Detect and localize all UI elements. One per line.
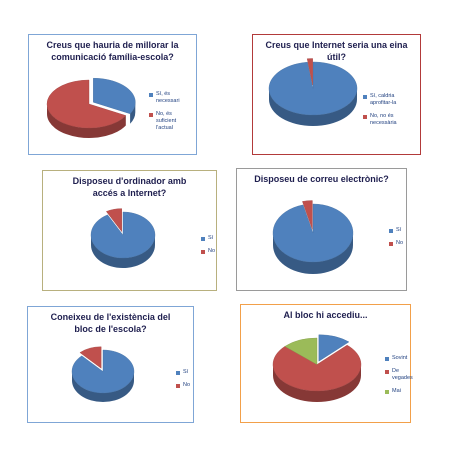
legend-item: No (201, 248, 216, 255)
legend-swatch (363, 94, 367, 99)
legend-swatch (201, 249, 205, 254)
chart-panel-correu-electronic: Disposeu de correu electrònic? Sí No (236, 168, 407, 291)
pie-slice-si (71, 349, 135, 402)
pie-slice-no-es-suficient-l-actual (46, 79, 127, 138)
legend-swatch (201, 236, 205, 241)
chart-title: Creus que hauria de millorar la comunica… (46, 40, 179, 62)
chart-panel-internet-util: Creus que Internet seria una eina útil? S… (252, 34, 421, 155)
legend-item: Mai (385, 388, 406, 395)
legend-label: Sí, caldria aprofitar-la (370, 93, 397, 106)
chart-legend: Sí, caldria aprofitar-la No, no és necess… (363, 93, 416, 133)
legend-item: Sí (176, 369, 189, 376)
pie-slice-mai (284, 337, 318, 365)
pie-chart (90, 208, 156, 268)
legend-swatch (149, 112, 153, 117)
chart-legend: Sí No (389, 227, 404, 253)
chart-panel-accediu-bloc: Al bloc hi accediu... Sovint De vegades Mai (240, 304, 413, 423)
pie-chart (268, 58, 358, 126)
legend-label: No (183, 382, 191, 388)
legend-label: No (396, 240, 404, 246)
legend-swatch (176, 383, 180, 388)
legend-swatch (385, 389, 389, 394)
pie-slice-sovint (318, 334, 350, 362)
legend-label: Sí (183, 369, 189, 375)
legend-item: No (389, 240, 404, 247)
legend-label: No (208, 248, 216, 254)
pie-chart (46, 78, 136, 138)
legend-label: De vegades (392, 368, 413, 381)
legend-swatch (363, 114, 367, 119)
pie-chart (272, 334, 362, 402)
legend-item: No, és suficient l'actual (149, 111, 192, 132)
chart-title: Creus que Internet seria una eina útil? (265, 40, 408, 62)
chart-title: Disposeu de correu electrònic? (254, 174, 389, 184)
pie-slice-no (106, 208, 122, 233)
pie-slice-no-no-es-necessaria (306, 58, 313, 86)
pie-slice-no (302, 200, 313, 230)
chart-panel-coneixeu-bloc: Coneixeu de l'existència del bloc de l'e… (27, 306, 194, 423)
legend-swatch (176, 370, 180, 375)
pie-slice-no (79, 346, 102, 369)
pie-chart (71, 346, 135, 402)
chart-title: Al bloc hi accediu... (283, 310, 368, 320)
legend-swatch (389, 228, 393, 233)
legend-swatch (385, 356, 389, 361)
chart-legend: Sí No (176, 369, 191, 395)
chart-panel-ordinador-internet: Disposeu d'ordinador amb accés a Interne… (42, 170, 217, 291)
legend-label: No, no és necessària (370, 113, 397, 126)
pie-slice-si (272, 203, 354, 274)
chart-legend: Sí, és necessari No, és suficient l'actua… (149, 91, 192, 138)
legend-label: No, és suficient l'actual (156, 111, 177, 131)
chart-panel-millorar-comunicacio: Creus que hauria de millorar la comunica… (28, 34, 197, 155)
legend-item: Sí (201, 235, 214, 242)
legend-swatch (149, 92, 153, 97)
legend-swatch (389, 241, 393, 246)
chart-legend: Sovint De vegades Mai (385, 355, 413, 401)
legend-item: Sí, caldria aprofitar-la (363, 93, 416, 107)
legend-item: Sí (389, 227, 402, 234)
legend-label: Sí, és necessari (156, 91, 180, 104)
legend-item: No, no és necessària (363, 113, 416, 127)
pie-slice-si-es-necessari (93, 78, 136, 124)
legend-item: De vegades (385, 368, 413, 382)
chart-legend: Sí No (201, 235, 216, 261)
pie-slice-si (90, 211, 156, 268)
legend-label: Sovint (392, 355, 408, 361)
pie-slice-de-vegades (272, 344, 362, 402)
legend-item: No (176, 382, 191, 389)
legend-swatch (385, 369, 389, 374)
legend-label: Sí (396, 227, 402, 233)
legend-label: Mai (392, 388, 401, 394)
pie-slice-si-caldria-aprofitar-la (268, 61, 358, 126)
chart-title: Coneixeu de l'existència del bloc de l'e… (50, 312, 171, 334)
chart-title: Disposeu d'ordinador amb accés a Interne… (72, 176, 187, 198)
legend-item: Sí, és necessari (149, 91, 192, 105)
legend-item: Sovint (385, 355, 408, 362)
legend-label: Sí (208, 235, 214, 241)
pie-chart (272, 200, 354, 274)
